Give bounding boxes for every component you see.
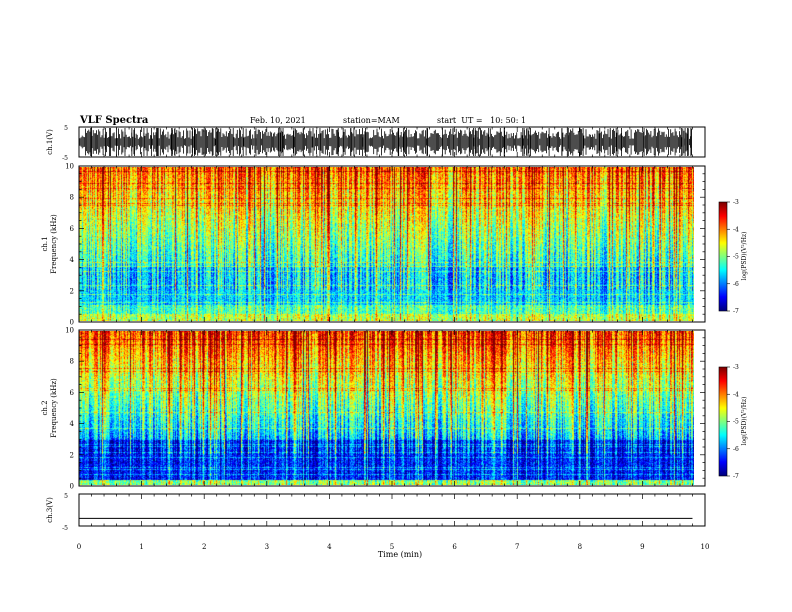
- colorbar-tick-label: -4: [733, 226, 739, 233]
- colorbar-tick-label: -3: [733, 364, 739, 371]
- frequency-tick-label: 2: [70, 451, 74, 459]
- frequency-tick-label: 10: [65, 163, 74, 171]
- ch1-ytick-neg5: -5: [62, 155, 68, 162]
- frequency-tick-label: 8: [70, 358, 74, 366]
- ch1-waveform-path: [79, 128, 692, 156]
- ch1-colorbar-image: [719, 202, 727, 311]
- ch2-spectrogram-yticks: 0 2 4 6 8 10: [65, 327, 705, 491]
- ch1-waveform-trace: [79, 128, 692, 156]
- colorbar-tick-label: -5: [733, 419, 739, 426]
- time-axis-ticks: [78, 127, 706, 526]
- ch2-spectrogram-image: [79, 331, 694, 485]
- time-tick-label: 5: [390, 543, 394, 551]
- time-tick-label: 4: [327, 543, 332, 551]
- ch3-ytick-5: 5: [64, 493, 68, 500]
- frequency-tick-label: 6: [70, 389, 75, 397]
- ch1-spectrogram-yticks: 0 2 4 6 8 10: [65, 163, 705, 327]
- colorbar-tick-label: -5: [733, 254, 739, 261]
- colorbar-tick-label: -6: [733, 281, 739, 288]
- ch3-wave-ylabel: ch.3(V): [46, 497, 54, 523]
- frequency-tick-label: 4: [70, 256, 75, 264]
- frequency-tick-label: 8: [70, 194, 74, 202]
- frequency-tick-label: 2: [70, 287, 74, 295]
- colorbar-tick-label: -4: [733, 391, 739, 398]
- time-tick-label: 3: [265, 543, 269, 551]
- frequency-tick-label: 0: [70, 319, 74, 327]
- ch1-colorbar-label: log(PSD)(V²/Hz): [741, 232, 748, 281]
- ch3-waveform-panel: 5 -5 ch.3(V): [46, 493, 706, 532]
- colorbar-tick-label: -3: [733, 199, 739, 206]
- header-start-time: start UT = 10: 50: 1: [437, 116, 526, 125]
- colorbar-tick-label: -7: [733, 473, 739, 480]
- time-tick-label: 8: [578, 543, 582, 551]
- colorbar-tick-label: -7: [733, 308, 739, 315]
- ch1-ytick-5: 5: [64, 125, 68, 132]
- ch1-wave-ylabel: ch.1(V): [46, 129, 54, 155]
- time-tick-label: 9: [640, 543, 644, 551]
- ch1-spec-ylabel-channel: ch.1: [41, 236, 49, 251]
- ch2-spec-ylabel-frequency: Frequency (kHz): [50, 378, 58, 438]
- ch2-colorbar-ticks: -3 -4 -5 -6 -7: [727, 364, 739, 480]
- ch2-colorbar-label: log(PSD)(V²/Hz): [741, 397, 748, 446]
- ch1-spectrogram-image: [79, 167, 694, 321]
- ch1-spec-ylabel-frequency: Frequency (kHz): [50, 214, 58, 274]
- frequency-tick-label: 6: [70, 225, 75, 233]
- header-station: station=MAM: [343, 116, 400, 125]
- ch3-ytick-neg5: -5: [62, 525, 68, 532]
- time-tick-label: 7: [515, 543, 519, 551]
- ch2-colorbar-image: [719, 367, 727, 476]
- time-tick-label: 2: [202, 543, 206, 551]
- time-axis-label: Time (min): [378, 550, 422, 559]
- time-tick-label: 0: [77, 543, 81, 551]
- figure-title: VLF Spectra: [79, 115, 149, 126]
- ch2-spec-ylabel-channel: ch.2: [41, 400, 49, 415]
- colorbar-tick-label: -6: [733, 446, 739, 453]
- header-date: Feb. 10, 2021: [250, 116, 306, 125]
- frequency-tick-label: 10: [65, 327, 74, 335]
- frequency-tick-label: 4: [70, 420, 75, 428]
- ch1-waveform-panel: 5 -5 ch.1(V): [46, 125, 706, 162]
- time-axis-tick-labels: 0 1 2 3 4 5 6 7 8 9 10: [77, 543, 710, 551]
- time-tick-label: 10: [701, 543, 710, 551]
- time-tick-label: 6: [452, 543, 457, 551]
- time-tick-label: 1: [139, 543, 143, 551]
- ch1-colorbar-ticks: -3 -4 -5 -6 -7: [727, 199, 739, 315]
- frequency-tick-label: 0: [70, 483, 74, 491]
